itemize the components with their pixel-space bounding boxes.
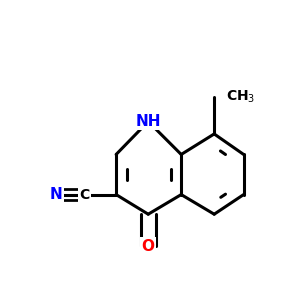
Text: O: O (142, 239, 155, 254)
Text: C: C (79, 188, 89, 202)
Text: CH$_3$: CH$_3$ (226, 88, 255, 105)
Text: NH: NH (136, 114, 161, 129)
Text: N: N (50, 187, 63, 202)
